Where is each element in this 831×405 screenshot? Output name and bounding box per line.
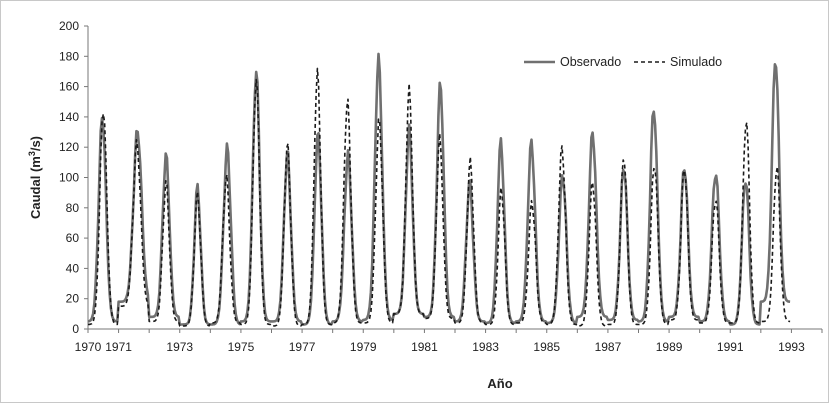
y-axis-title-superscript: 3	[27, 151, 37, 156]
x-tick-label: 1981	[411, 340, 438, 354]
y-tick-label: 140	[59, 110, 79, 124]
x-tick-label: 1975	[228, 340, 255, 354]
series-line-simulado	[88, 67, 791, 327]
y-tick-label: 160	[59, 80, 79, 94]
y-axis-title: Caudal (m3/s)	[27, 136, 43, 219]
y-ticks: 0 20 40 60 80 100 120 140 160 180 200	[59, 19, 88, 336]
legend: Observado Simulado	[524, 55, 722, 69]
x-axis-title: Año	[487, 376, 512, 391]
y-tick-label: 60	[66, 231, 80, 245]
y-axis-title-main: Caudal (m	[28, 156, 43, 219]
x-tick-label: 1985	[533, 340, 560, 354]
x-tick-label: 1973	[166, 340, 193, 354]
y-tick-label: 180	[59, 49, 79, 63]
y-tick-label: 120	[59, 140, 79, 154]
x-tick-label: 1993	[778, 340, 805, 354]
y-tick-label: 40	[66, 261, 80, 275]
y-tick-label: 80	[66, 201, 80, 215]
series-line-observado	[87, 52, 791, 326]
x-tick-label: 1987	[595, 340, 622, 354]
y-tick-label: 0	[72, 322, 79, 336]
y-tick-label: 200	[59, 19, 79, 33]
y-tick-label: 20	[66, 292, 80, 306]
y-axis-title-end: /s)	[28, 136, 43, 151]
plot-area	[87, 52, 791, 327]
y-tick-label: 100	[59, 171, 79, 185]
x-tick-label: 1991	[717, 340, 744, 354]
x-ticks: 1970 1971 1973 1975 1977 1979 1981 1983 1985 1987…	[75, 329, 823, 354]
x-tick-label: 1970	[75, 340, 102, 354]
legend-simulado-label: Simulado	[670, 55, 722, 69]
x-tick-label: 1971	[105, 340, 132, 354]
x-tick-label: 1977	[289, 340, 316, 354]
axes	[87, 26, 822, 330]
legend-observado-label: Observado	[560, 55, 621, 69]
x-tick-label: 1983	[472, 340, 499, 354]
x-tick-label: 1979	[350, 340, 377, 354]
x-tick-label: 1989	[656, 340, 683, 354]
